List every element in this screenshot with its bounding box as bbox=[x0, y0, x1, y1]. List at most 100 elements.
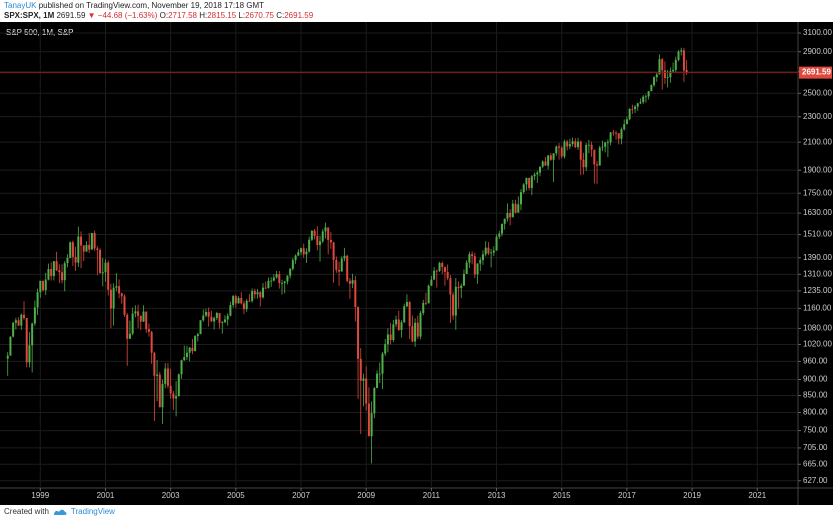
candle-body bbox=[528, 177, 531, 188]
x-tick-label: 2017 bbox=[618, 491, 636, 500]
ohlc-value: 2670.75 bbox=[245, 11, 274, 20]
candle-body bbox=[378, 373, 381, 375]
candle-body bbox=[620, 129, 623, 139]
candle-body bbox=[31, 323, 34, 346]
x-tick-label: 2003 bbox=[162, 491, 180, 500]
candle-body bbox=[509, 212, 512, 218]
candle-body bbox=[539, 166, 542, 173]
candle-body bbox=[221, 322, 224, 324]
candle-body bbox=[544, 161, 547, 166]
candle-body bbox=[362, 378, 365, 381]
candle-body bbox=[672, 69, 675, 72]
candle-body bbox=[441, 263, 444, 267]
candle-body bbox=[422, 302, 425, 314]
candle-body bbox=[104, 262, 107, 273]
y-tick-label: 800.00 bbox=[803, 408, 828, 417]
candle-body bbox=[427, 285, 430, 304]
candle-body bbox=[609, 132, 612, 143]
candle-body bbox=[495, 236, 498, 251]
candle-body bbox=[175, 396, 178, 399]
candle-body bbox=[90, 233, 93, 250]
candle-body bbox=[297, 252, 300, 256]
candle-body bbox=[305, 251, 308, 255]
candle-body bbox=[183, 357, 186, 361]
candle-body bbox=[481, 254, 484, 260]
candle-body bbox=[514, 203, 517, 213]
candle-body bbox=[598, 147, 601, 166]
candle-body bbox=[294, 255, 297, 261]
y-tick-label: 850.00 bbox=[803, 391, 828, 400]
author[interactable]: TanayUK bbox=[4, 1, 37, 10]
candle-body bbox=[229, 305, 232, 316]
y-tick-label: 1080.00 bbox=[803, 324, 832, 333]
candle-body bbox=[302, 248, 305, 255]
candle-body bbox=[58, 270, 61, 273]
candle-body bbox=[177, 374, 180, 397]
price-label: 2691.59 bbox=[802, 68, 831, 77]
candle-body bbox=[414, 322, 417, 342]
ohlc-label: H: bbox=[199, 11, 208, 20]
candle-body bbox=[240, 297, 243, 304]
candle-body bbox=[503, 218, 506, 224]
candle-body bbox=[462, 273, 465, 286]
candle-body bbox=[606, 142, 609, 144]
y-tick-label: 2100.00 bbox=[803, 137, 832, 146]
y-tick-label: 665.00 bbox=[803, 459, 828, 468]
candle-body bbox=[471, 254, 474, 257]
candle-body bbox=[66, 257, 69, 264]
candle-body bbox=[332, 242, 335, 260]
candle-body bbox=[397, 319, 400, 330]
candle-body bbox=[226, 315, 229, 320]
candle-body bbox=[191, 347, 194, 352]
y-tick-label: 750.00 bbox=[803, 426, 828, 435]
candle-body bbox=[541, 161, 544, 167]
candle-body bbox=[164, 368, 167, 384]
y-tick-label: 2500.00 bbox=[803, 88, 832, 97]
candle-body bbox=[52, 261, 55, 277]
candle-body bbox=[313, 230, 316, 236]
footer-brand[interactable]: TradingView bbox=[70, 507, 115, 516]
candle-body bbox=[12, 322, 15, 337]
ohlc-label: L: bbox=[238, 11, 246, 20]
y-tick-label: 1310.00 bbox=[803, 269, 832, 278]
price-label-box bbox=[799, 66, 832, 79]
chart-background bbox=[0, 22, 833, 505]
candle-body bbox=[403, 306, 406, 323]
candle-body bbox=[449, 278, 452, 295]
candle-body bbox=[628, 108, 631, 120]
candle-body bbox=[357, 306, 360, 359]
candle-body bbox=[194, 336, 197, 352]
candle-body bbox=[139, 315, 142, 322]
candle-body bbox=[25, 317, 28, 363]
candle-body bbox=[55, 261, 58, 271]
footer: Created with TradingView bbox=[4, 507, 115, 516]
candle-body bbox=[251, 291, 254, 302]
candle-body bbox=[120, 293, 123, 297]
candle-body bbox=[351, 280, 354, 284]
y-tick-label: 705.00 bbox=[803, 443, 828, 452]
x-tick-label: 2011 bbox=[423, 491, 441, 500]
candle-body bbox=[617, 133, 620, 139]
candle-body bbox=[202, 315, 205, 321]
candle-body bbox=[42, 280, 45, 291]
candle-body bbox=[199, 320, 202, 335]
candle-body bbox=[642, 96, 645, 103]
candle-body bbox=[601, 146, 604, 148]
candle-body bbox=[321, 231, 324, 242]
candle-body bbox=[267, 280, 270, 288]
y-tick-label: 2900.00 bbox=[803, 47, 832, 56]
candle-body bbox=[522, 184, 525, 193]
candle-body bbox=[582, 159, 585, 168]
candle-body bbox=[310, 230, 313, 240]
x-tick-label: 1999 bbox=[31, 491, 49, 500]
candle-body bbox=[134, 311, 137, 314]
symbol-line: SPX:SPX, 1M 2691.59 ▼ −44.68 (−1.63%) O:… bbox=[4, 11, 313, 20]
ohlc-label: O: bbox=[159, 11, 169, 20]
candle-body bbox=[348, 280, 351, 284]
candle-body bbox=[677, 51, 680, 60]
candle-body bbox=[571, 141, 574, 145]
candle-body bbox=[623, 124, 626, 130]
candle-body bbox=[96, 248, 99, 250]
candle-body bbox=[82, 245, 85, 252]
